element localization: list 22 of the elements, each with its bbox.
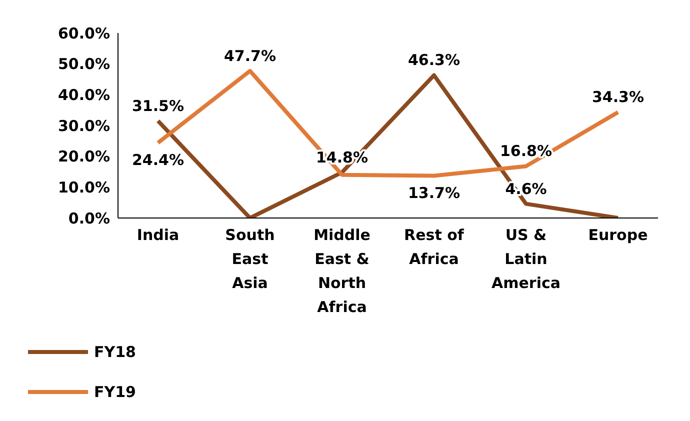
data-label: 31.5% bbox=[132, 96, 184, 115]
data-label: 13.7% bbox=[408, 184, 460, 202]
data-label: 47.7% bbox=[224, 46, 276, 65]
legend-label: FY18 bbox=[94, 343, 136, 361]
y-tick-label: 10.0% bbox=[58, 178, 110, 196]
y-tick-label: 30.0% bbox=[58, 116, 110, 135]
legend-label: FY19 bbox=[94, 383, 136, 401]
data-label: 34.3% bbox=[592, 88, 644, 106]
x-tick-label: Rest of Africa bbox=[404, 226, 464, 268]
x-tick-label: Middle East & North Africa bbox=[314, 226, 370, 316]
y-tick-label: 40.0% bbox=[58, 86, 110, 104]
y-tick-label: 60.0% bbox=[58, 24, 110, 42]
x-tick-label: India bbox=[136, 226, 180, 244]
y-tick-label: 50.0% bbox=[58, 55, 110, 74]
x-tick-label: Europe bbox=[588, 226, 648, 244]
y-tick-label: 0.0% bbox=[68, 209, 110, 228]
data-label: 24.4% bbox=[132, 150, 184, 169]
x-tick-label: South East Asia bbox=[225, 226, 275, 292]
data-label: 46.3% bbox=[408, 51, 460, 70]
data-label: 16.8% bbox=[500, 142, 552, 160]
x-tick-label: US & Latin America bbox=[492, 226, 560, 292]
y-tick-label: 20.0% bbox=[58, 148, 110, 166]
